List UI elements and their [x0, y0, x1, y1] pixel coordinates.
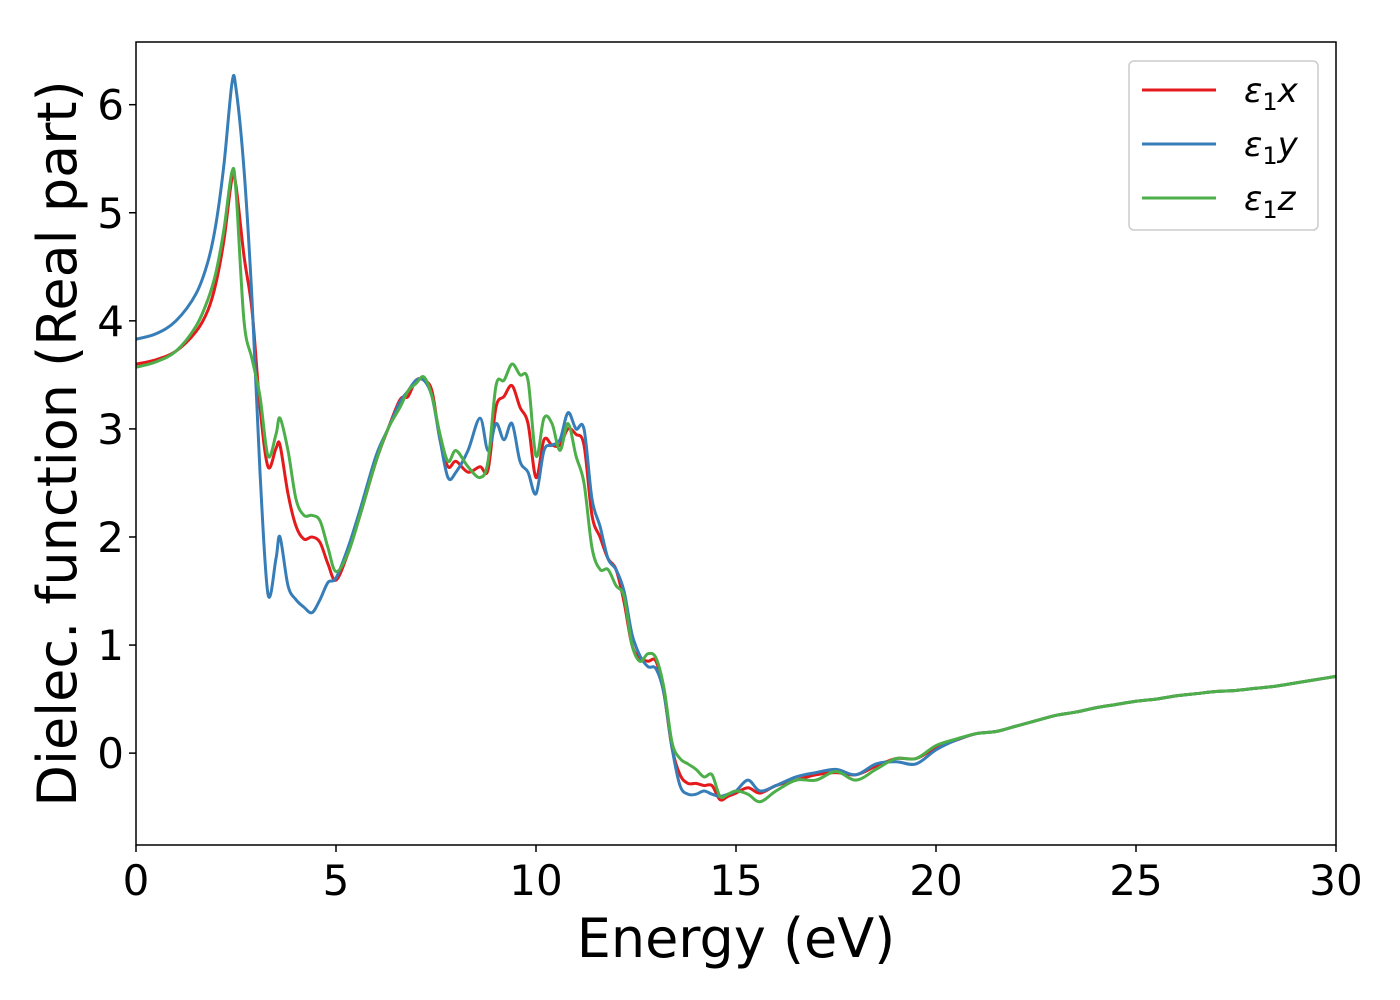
y-tick-label: 3 — [97, 405, 124, 454]
y-tick-label: 2 — [97, 513, 124, 562]
series-line-z — [135, 167, 1337, 804]
y-axis-ticks: 0 1 2 3 4 5 6 — [97, 81, 136, 778]
y-axis-label: Dielec. function (Real part) — [26, 80, 89, 806]
x-tick-label: 10 — [509, 856, 562, 905]
x-tick-label: 25 — [1109, 856, 1162, 905]
y-tick-label: 4 — [97, 297, 124, 346]
series-lines-layer — [135, 73, 1337, 804]
x-tick-label: 30 — [1309, 856, 1362, 905]
x-tick-label: 0 — [123, 856, 150, 905]
x-tick-label: 15 — [709, 856, 762, 905]
legend: ε1x ε1y ε1z — [1128, 60, 1319, 231]
series-line-x — [135, 171, 1337, 802]
x-axis-label: Energy (eV) — [577, 907, 896, 970]
x-tick-label: 5 — [323, 856, 350, 905]
y-tick-label: 6 — [97, 81, 124, 130]
legend-box — [1128, 60, 1319, 231]
legend-label-y: ε1y — [1244, 125, 1299, 170]
x-axis-ticks: 0 5 10 15 20 25 30 — [123, 845, 1363, 905]
y-tick-label: 0 — [97, 729, 124, 778]
y-tick-label: 5 — [97, 189, 124, 238]
y-tick-label: 1 — [97, 621, 124, 670]
legend-label-x: ε1x — [1244, 71, 1299, 116]
legend-label-z: ε1z — [1244, 179, 1297, 224]
x-tick-label: 20 — [909, 856, 962, 905]
